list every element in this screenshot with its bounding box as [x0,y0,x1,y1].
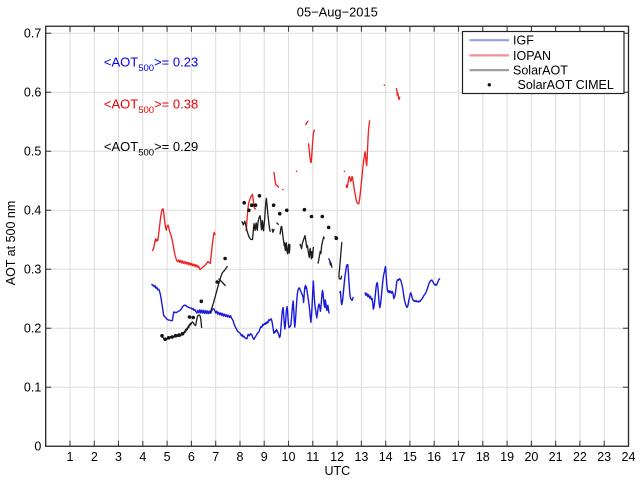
svg-text:22: 22 [573,450,587,464]
svg-text:0.5: 0.5 [24,145,41,159]
svg-text:1: 1 [67,450,74,464]
svg-text:9: 9 [261,450,268,464]
svg-text:23: 23 [597,450,611,464]
svg-text:4: 4 [139,450,146,464]
svg-text:0: 0 [34,440,41,454]
svg-text:IGF: IGF [513,34,534,48]
svg-text:24: 24 [622,450,636,464]
svg-text:05−Aug−2015: 05−Aug−2015 [297,5,378,20]
svg-text:14: 14 [379,450,393,464]
svg-text:IOPAN: IOPAN [513,49,551,63]
svg-text:AOT at 500 nm: AOT at 500 nm [4,201,18,286]
svg-text:11: 11 [306,450,319,464]
svg-text:10: 10 [282,450,296,464]
svg-text:UTC: UTC [324,464,350,478]
svg-text:<AOT500>= 0.23: <AOT500>= 0.23 [104,55,198,75]
svg-text:0.3: 0.3 [24,263,41,277]
svg-text:0.6: 0.6 [24,86,41,100]
svg-text:12: 12 [330,450,344,464]
svg-text:2: 2 [91,450,98,464]
svg-text:3: 3 [115,450,122,464]
svg-text:19: 19 [500,450,514,464]
svg-text:20: 20 [524,450,538,464]
svg-text:<AOT500>= 0.38: <AOT500>= 0.38 [104,97,198,117]
svg-text:7: 7 [212,450,219,464]
svg-text:8: 8 [237,450,244,464]
svg-text:0.7: 0.7 [24,27,41,41]
svg-text:13: 13 [354,450,368,464]
svg-text:SolarAOT CIMEL: SolarAOT CIMEL [518,78,614,92]
svg-text:SolarAOT: SolarAOT [513,64,568,78]
svg-text:0.4: 0.4 [24,204,41,218]
svg-text:0.1: 0.1 [24,381,41,395]
svg-text:5: 5 [164,450,171,464]
svg-text:18: 18 [476,450,490,464]
svg-text:21: 21 [549,450,563,464]
svg-text:16: 16 [427,450,441,464]
svg-text:15: 15 [403,450,417,464]
svg-text:6: 6 [188,450,195,464]
svg-text:0.2: 0.2 [24,322,41,336]
svg-text:<AOT500>= 0.29: <AOT500>= 0.29 [104,139,198,159]
svg-text:17: 17 [452,450,466,464]
